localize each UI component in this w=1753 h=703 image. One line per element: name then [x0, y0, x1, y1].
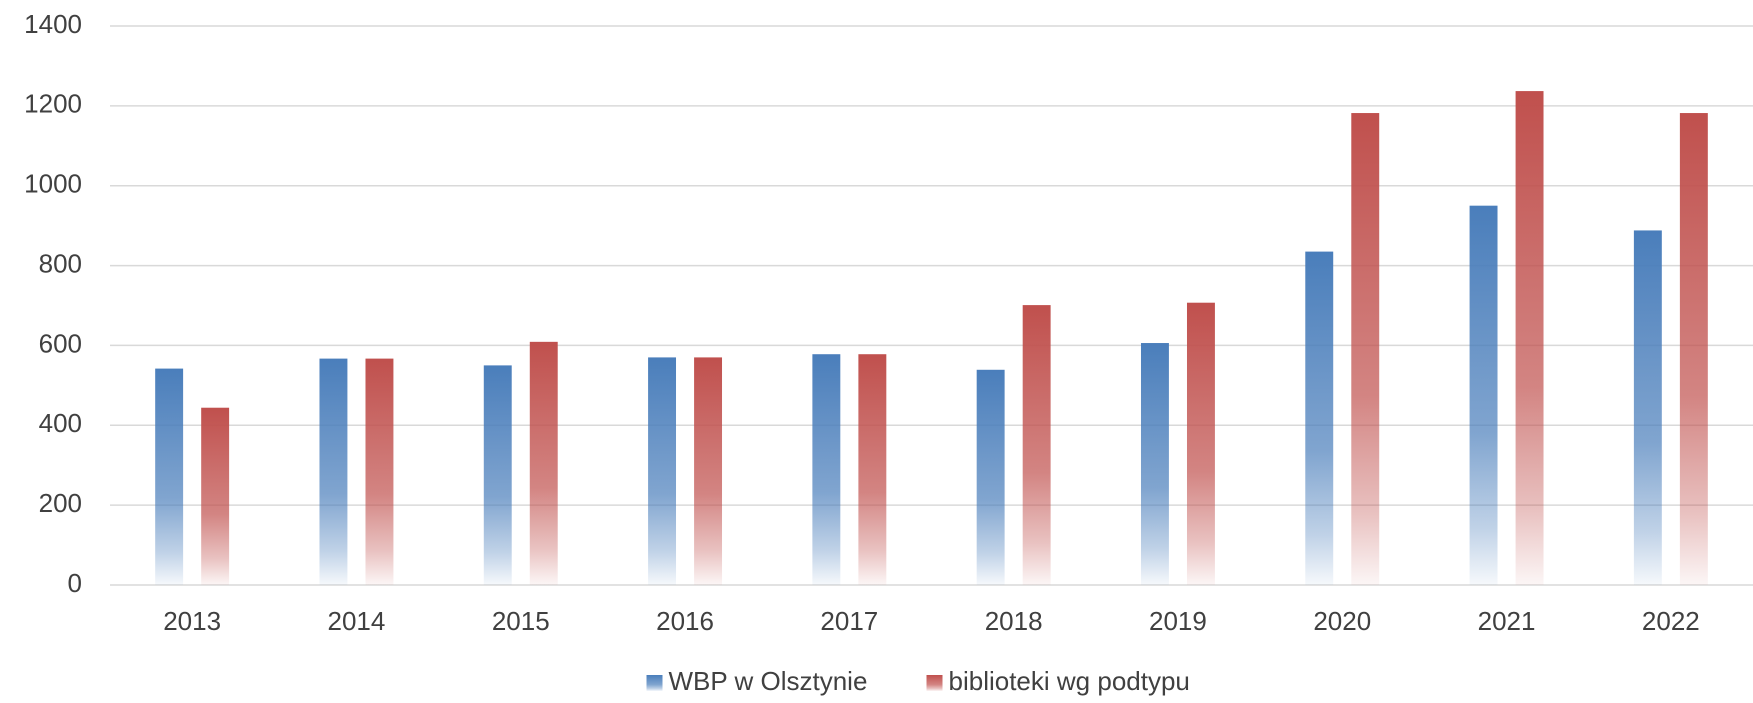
bar: [1305, 251, 1334, 585]
x-tick-label: 2015: [492, 606, 550, 636]
bar: [483, 365, 512, 585]
bar: [1351, 113, 1380, 586]
legend-swatch: [646, 675, 663, 691]
bar: [976, 369, 1005, 585]
bar: [1022, 305, 1051, 585]
x-tick-label: 2018: [985, 606, 1043, 636]
bar: [1186, 302, 1215, 585]
bar: [1140, 343, 1169, 585]
bar: [319, 358, 348, 585]
legend-swatch: [926, 675, 943, 691]
bar: [1469, 205, 1498, 585]
x-tick-label: 2021: [1478, 606, 1536, 636]
y-tick-label: 1200: [24, 89, 82, 119]
bar: [648, 357, 677, 585]
x-tick-label: 2013: [163, 606, 221, 636]
x-tick-label: 2019: [1149, 606, 1207, 636]
y-tick-label: 1000: [24, 169, 82, 199]
y-tick-label: 400: [39, 408, 82, 438]
legend-label: WBP w Olsztynie: [669, 666, 868, 696]
bar: [858, 354, 887, 585]
bar: [1633, 230, 1662, 586]
y-tick-label: 600: [39, 328, 82, 358]
bar: [365, 358, 394, 585]
x-tick-label: 2014: [328, 606, 386, 636]
bar: [529, 341, 558, 585]
y-tick-label: 800: [39, 248, 82, 278]
bar: [201, 407, 230, 585]
bar: [155, 368, 184, 585]
y-tick-label: 1400: [24, 9, 82, 39]
y-tick-label: 200: [39, 488, 82, 518]
legend-label: biblioteki wg podtypu: [949, 666, 1190, 696]
bar: [694, 357, 723, 585]
y-tick-label: 0: [68, 568, 82, 598]
x-tick-label: 2016: [656, 606, 714, 636]
bar: [812, 354, 841, 585]
bar: [1515, 91, 1544, 586]
x-tick-label: 2022: [1642, 606, 1700, 636]
x-tick-label: 2017: [820, 606, 878, 636]
bar: [1679, 113, 1708, 586]
x-tick-label: 2020: [1313, 606, 1371, 636]
